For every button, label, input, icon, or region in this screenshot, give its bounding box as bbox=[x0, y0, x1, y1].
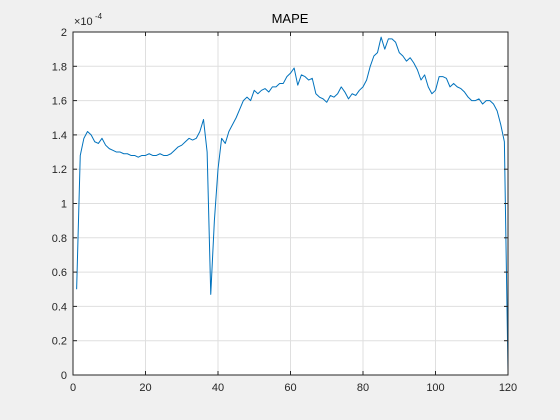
y-tick-label: 2 bbox=[61, 27, 67, 39]
y-tick-label: 1.4 bbox=[52, 130, 67, 142]
x-tick-label: 0 bbox=[70, 382, 76, 394]
series-layer bbox=[76, 36, 509, 372]
y-tick-label: 1.8 bbox=[52, 61, 67, 73]
x-tick-label: 20 bbox=[139, 382, 151, 394]
series-line bbox=[76, 36, 509, 372]
y-tick-label: 0.6 bbox=[52, 267, 67, 279]
y-tick-label: 1.2 bbox=[52, 164, 67, 176]
x-tick-label: 40 bbox=[212, 382, 224, 394]
y-tick-label: 0.4 bbox=[52, 301, 67, 313]
x-tick-label: 60 bbox=[284, 382, 296, 394]
y-tick-label: 0.2 bbox=[52, 336, 67, 348]
x-tick-label: 120 bbox=[499, 382, 517, 394]
y-tick-label: 0.8 bbox=[52, 233, 67, 245]
x-tick-label: 80 bbox=[357, 382, 369, 394]
y-exponent-base: ×10 bbox=[74, 16, 93, 28]
y-tick-label: 0 bbox=[61, 370, 67, 382]
y-tick-label: 1 bbox=[61, 199, 67, 211]
ticks bbox=[72, 31, 509, 376]
y-exponent-power: -4 bbox=[95, 12, 103, 21]
x-tick-label: 100 bbox=[426, 382, 444, 394]
chart-title: MAPE bbox=[272, 11, 309, 26]
y-tick-label: 1.6 bbox=[52, 96, 67, 108]
tick-labels: 0 20 40 60 80 100 120 0 0.2 0.4 0.6 0.8 1 1.2 1.4 1.6 1.… bbox=[52, 27, 517, 394]
